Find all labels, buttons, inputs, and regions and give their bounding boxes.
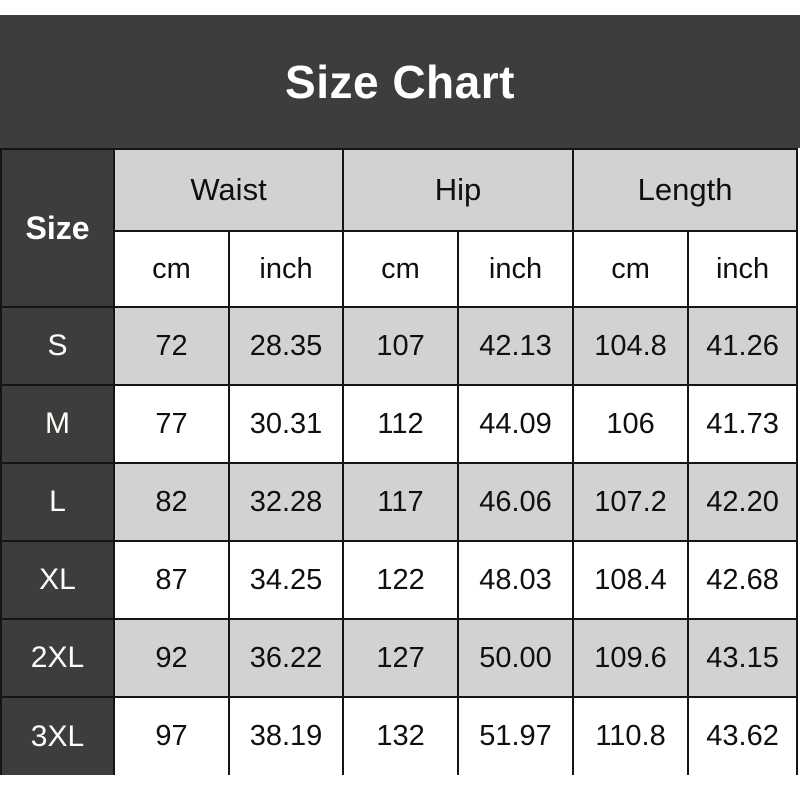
unit-header-length-cm: cm xyxy=(572,230,690,308)
unit-header-length-inch: inch xyxy=(687,230,799,308)
data-cell: 38.19 xyxy=(227,696,345,775)
data-cell: 97 xyxy=(113,696,230,775)
size-column-header: Size xyxy=(0,148,115,308)
table-row-l: L 82 32.28 117 46.06 107.2 42.20 xyxy=(0,462,799,542)
data-cell: 127 xyxy=(342,618,460,698)
size-label: 3XL xyxy=(0,696,115,775)
data-cell: 82 xyxy=(113,462,230,542)
data-cell: 32.28 xyxy=(227,462,345,542)
size-label: S xyxy=(0,306,115,386)
data-cell: 42.13 xyxy=(457,306,575,386)
data-cell: 41.73 xyxy=(687,384,799,464)
size-chart-container: Size Waist Hip Length cm inch cm inch cm… xyxy=(0,148,800,784)
table-row-s: S 72 28.35 107 42.13 104.8 41.26 xyxy=(0,306,799,386)
data-cell: 132 xyxy=(342,696,460,775)
page-title: Size Chart xyxy=(285,55,515,108)
table-row-xl: XL 87 34.25 122 48.03 108.4 42.68 xyxy=(0,540,799,620)
data-cell: 50.00 xyxy=(457,618,575,698)
size-label: XL xyxy=(0,540,115,620)
data-cell: 46.06 xyxy=(457,462,575,542)
data-cell: 77 xyxy=(113,384,230,464)
table-row-m: M 77 30.31 112 44.09 106 41.73 xyxy=(0,384,799,464)
data-cell: 72 xyxy=(113,306,230,386)
size-label: M xyxy=(0,384,115,464)
unit-header-hip-cm: cm xyxy=(342,230,460,308)
data-cell: 42.20 xyxy=(687,462,799,542)
data-cell: 43.15 xyxy=(687,618,799,698)
size-label: 2XL xyxy=(0,618,115,698)
data-cell: 92 xyxy=(113,618,230,698)
data-cell: 48.03 xyxy=(457,540,575,620)
data-cell: 43.62 xyxy=(687,696,799,775)
table-row-2xl: 2XL 92 36.22 127 50.00 109.6 43.15 xyxy=(0,618,799,698)
data-cell: 110.8 xyxy=(572,696,690,775)
title-band: Size Chart xyxy=(0,15,800,148)
data-cell: 107.2 xyxy=(572,462,690,542)
data-cell: 109.6 xyxy=(572,618,690,698)
table-row-3xl: 3XL 97 38.19 132 51.97 110.8 43.62 xyxy=(0,696,799,775)
data-cell: 41.26 xyxy=(687,306,799,386)
data-cell: 112 xyxy=(342,384,460,464)
unit-header-waist-cm: cm xyxy=(113,230,230,308)
size-label: L xyxy=(0,462,115,542)
unit-header-waist-inch: inch xyxy=(227,230,345,308)
data-cell: 30.31 xyxy=(227,384,345,464)
data-cell: 28.35 xyxy=(227,306,345,386)
unit-header-hip-inch: inch xyxy=(457,230,575,308)
data-cell: 87 xyxy=(113,540,230,620)
group-header-row: Size Waist Hip Length xyxy=(0,148,799,308)
data-cell: 107 xyxy=(342,306,460,386)
data-cell: 51.97 xyxy=(457,696,575,775)
data-cell: 117 xyxy=(342,462,460,542)
data-cell: 106 xyxy=(572,384,690,464)
data-cell: 36.22 xyxy=(227,618,345,698)
unit-header-row: cm inch cm inch cm inch xyxy=(1,230,799,308)
data-cell: 42.68 xyxy=(687,540,799,620)
data-cell: 108.4 xyxy=(572,540,690,620)
group-header-length: Length xyxy=(572,148,799,232)
size-chart-table: Size Waist Hip Length cm inch cm inch cm… xyxy=(0,148,799,775)
data-cell: 44.09 xyxy=(457,384,575,464)
data-cell: 34.25 xyxy=(227,540,345,620)
group-header-hip: Hip xyxy=(342,148,575,232)
group-header-waist: Waist xyxy=(112,148,345,232)
data-cell: 122 xyxy=(342,540,460,620)
data-cell: 104.8 xyxy=(572,306,690,386)
